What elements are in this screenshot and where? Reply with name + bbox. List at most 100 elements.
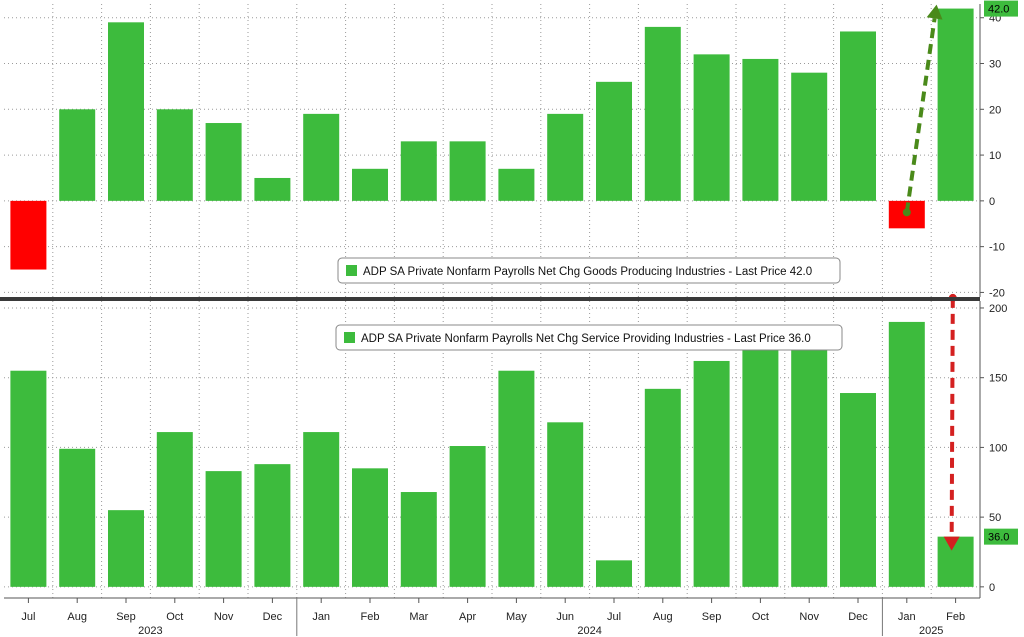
- last-price-box: [984, 0, 1018, 17]
- bar: [693, 54, 730, 201]
- y-tick-label: 0: [989, 196, 995, 208]
- bar: [108, 510, 144, 587]
- y-tick-label: 50: [989, 512, 1001, 524]
- arrow-shaft: [949, 297, 955, 537]
- bar: [693, 360, 730, 587]
- arrow-head: [943, 536, 960, 551]
- bar: [547, 113, 584, 201]
- x-tick-label: Feb: [946, 611, 965, 623]
- bar: [59, 448, 96, 587]
- bar: [498, 370, 535, 587]
- x-tick-label: Apr: [459, 611, 476, 623]
- y-tick-label: -20: [989, 287, 1005, 299]
- x-year-label: 2024: [577, 625, 601, 637]
- last-price-label: 36.0: [988, 532, 1009, 544]
- y-tick-label: 10: [989, 150, 1001, 162]
- arrow-origin-dot: [902, 208, 911, 217]
- x-year-label: 2025: [919, 625, 943, 637]
- x-tick-label: Nov: [214, 611, 234, 623]
- bar: [303, 432, 340, 587]
- legend-label: ADP SA Private Nonfarm Payrolls Net Chg …: [363, 266, 812, 278]
- bar: [156, 109, 193, 201]
- arrow-head: [926, 4, 943, 20]
- bar: [840, 393, 876, 587]
- bar: [742, 58, 779, 201]
- bar: [742, 337, 779, 587]
- x-tick-label: Jan: [898, 611, 916, 623]
- x-tick-label: Dec: [263, 611, 283, 623]
- bar: [108, 22, 144, 201]
- bar: [840, 31, 876, 201]
- arrow-shaft: [904, 18, 937, 213]
- bar: [352, 168, 388, 201]
- bar: [791, 72, 828, 201]
- x-tick-label: Nov: [799, 611, 819, 623]
- x-tick-label: Aug: [67, 611, 87, 623]
- legend-box: [337, 257, 841, 284]
- x-tick-label: Sep: [702, 611, 722, 623]
- legend-swatch: [346, 265, 357, 276]
- x-tick-label: May: [506, 611, 527, 623]
- y-tick-label: 200: [989, 303, 1007, 315]
- panel-divider: [0, 297, 980, 301]
- x-tick-label: Mar: [409, 611, 428, 623]
- x-tick-label: Sep: [116, 611, 136, 623]
- y-tick-label: 100: [989, 442, 1007, 454]
- service-providing-panel: 0 50 100 150 200 36.0 ADP SA Private Nonfarm P…: [4, 293, 1018, 598]
- bar: [10, 200, 47, 270]
- bar: [644, 388, 681, 587]
- bar: [205, 123, 242, 201]
- x-tick-label: Jan: [312, 611, 330, 623]
- bar: [254, 177, 291, 201]
- y-tick-label: 20: [989, 104, 1001, 116]
- bar: [644, 26, 681, 201]
- x-tick-label: Dec: [848, 611, 868, 623]
- bar: [352, 468, 388, 587]
- bars: [10, 321, 974, 587]
- bar: [791, 345, 828, 587]
- trend-arrow: [902, 4, 943, 217]
- legend-box: [335, 324, 843, 351]
- bar: [254, 464, 291, 587]
- bar: [596, 560, 632, 587]
- last-price-tag: 42.0: [984, 0, 1018, 17]
- bar: [888, 321, 925, 587]
- bar: [449, 141, 486, 201]
- x-tick-label: Jul: [607, 611, 621, 623]
- x-tick-label: Oct: [166, 611, 183, 623]
- bar: [205, 471, 242, 587]
- y-tick-label: 150: [989, 373, 1007, 385]
- bar: [400, 492, 437, 587]
- y-tick-label: 0: [989, 582, 995, 594]
- x-axis: Jul Aug Sep Oct Nov Dec Jan Feb Mar Apr May Jun Jul A…: [4, 597, 980, 637]
- legend-swatch: [344, 332, 355, 343]
- bar: [449, 446, 486, 587]
- bar: [59, 109, 96, 201]
- x-tick-label: Oct: [752, 611, 769, 623]
- bar: [937, 536, 974, 587]
- last-price-tag: 36.0: [984, 528, 1018, 545]
- bar: [156, 432, 193, 587]
- last-price-box: [984, 528, 1018, 545]
- bar: [547, 422, 584, 587]
- x-tick-label: Aug: [653, 611, 673, 623]
- bar: [937, 8, 974, 201]
- bar: [596, 81, 632, 201]
- x-tick-label: Jun: [556, 611, 574, 623]
- x-tick-label: Feb: [361, 611, 380, 623]
- y-tick-label: -10: [989, 242, 1005, 254]
- y-tick-label: 30: [989, 59, 1001, 71]
- bar: [498, 168, 535, 201]
- legend-label: ADP SA Private Nonfarm Payrolls Net Chg …: [361, 333, 811, 345]
- bar: [303, 113, 340, 201]
- bar: [400, 141, 437, 201]
- legend: ADP SA Private Nonfarm Payrolls Net Chg …: [335, 324, 843, 351]
- bars: [10, 8, 974, 270]
- x-year-label: 2023: [138, 625, 162, 637]
- bar: [10, 370, 47, 587]
- x-tick-label: Jul: [21, 611, 35, 623]
- legend: ADP SA Private Nonfarm Payrolls Net Chg …: [337, 257, 841, 284]
- last-price-label: 42.0: [988, 4, 1009, 16]
